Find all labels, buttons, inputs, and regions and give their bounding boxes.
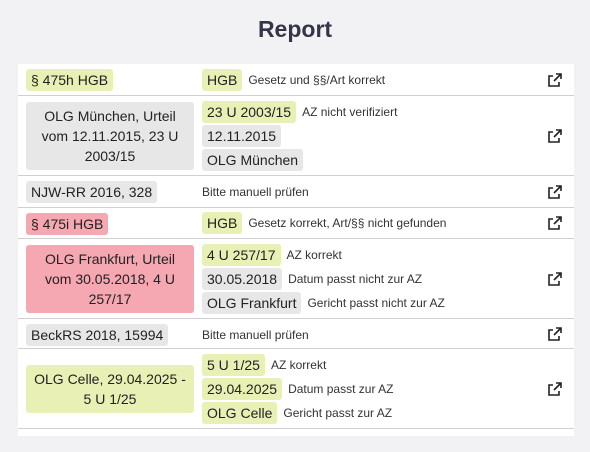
check-line: HGB Gesetz korrekt, Art/§§ nicht gefunde…	[202, 211, 446, 235]
match-tag: 12.11.2015	[202, 125, 282, 147]
report-list: § 475h HGB HGB Gesetz und §§/Art korrekt…	[18, 64, 574, 436]
match-tag: OLG Celle	[202, 402, 278, 424]
check-note: Gesetz korrekt, Art/§§ nicht gefunden	[248, 216, 447, 230]
check-line: 12.11.2015	[202, 124, 397, 148]
manual-check-note: Bitte manuell prüfen	[202, 328, 309, 342]
report-row: OLG Celle, 29.04.2025 - 5 U 1/25 5 U 1/2…	[18, 349, 574, 429]
external-link-icon[interactable]	[548, 185, 562, 199]
check-line: OLG Celle Gericht passt zur AZ	[202, 401, 393, 425]
check-line: 5 U 1/25 AZ korrekt	[202, 353, 393, 377]
report-row: OLG Frankfurt, Urteil vom 30.05.2018, 4 …	[18, 239, 574, 319]
external-link-icon[interactable]	[548, 272, 562, 286]
check-note: Gericht passt nicht zur AZ	[307, 296, 445, 310]
check-note: Datum passt nicht zur AZ	[288, 272, 423, 286]
match-tag: HGB	[202, 69, 243, 91]
check-line: 4 U 257/17 AZ korrekt	[202, 243, 445, 267]
match-tag: 23 U 2003/15	[202, 101, 297, 123]
match-tag: HGB	[202, 212, 243, 234]
check-line: OLG München	[202, 148, 397, 172]
report-row: OLG München, Urteil vom 12.11.2015, 23 U…	[18, 96, 574, 176]
page-title: Report	[257, 16, 333, 42]
check-note: AZ korrekt	[286, 248, 342, 262]
external-link-icon[interactable]	[548, 216, 562, 230]
match-tag: 29.04.2025	[202, 378, 283, 400]
match-tag: OLG Frankfurt	[202, 292, 302, 314]
external-link-icon[interactable]	[548, 73, 562, 87]
external-link-icon[interactable]	[548, 382, 562, 396]
report-row: § 475h HGB HGB Gesetz und §§/Art korrekt	[18, 64, 574, 96]
citation-tag: OLG Frankfurt, Urteil vom 30.05.2018, 4 …	[26, 245, 194, 313]
manual-check-note: Bitte manuell prüfen	[202, 185, 309, 199]
match-tag: 5 U 1/25	[202, 354, 265, 376]
citation-tag: § 475i HGB	[26, 213, 109, 235]
check-line: 30.05.2018 Datum passt nicht zur AZ	[202, 267, 445, 291]
report-row: NJW-RR 2016, 328 Bitte manuell prüfen	[18, 176, 574, 208]
match-tag: 4 U 257/17	[202, 244, 281, 266]
external-link-icon[interactable]	[548, 129, 562, 143]
external-link-icon[interactable]	[548, 327, 562, 341]
citation-tag: BeckRS 2018, 15994	[26, 324, 169, 346]
check-note: Gericht passt zur AZ	[283, 406, 393, 420]
citation-tag: § 475h HGB	[26, 69, 114, 91]
check-line: OLG Frankfurt Gericht passt nicht zur AZ	[202, 291, 445, 315]
check-line: HGB Gesetz und §§/Art korrekt	[202, 68, 385, 92]
check-line: 23 U 2003/15 AZ nicht verifiziert	[202, 100, 397, 124]
check-note: Gesetz und §§/Art korrekt	[248, 73, 386, 87]
check-line: 29.04.2025 Datum passt zur AZ	[202, 377, 393, 401]
match-tag: OLG München	[202, 149, 304, 171]
check-note: Datum passt zur AZ	[288, 382, 394, 396]
citation-tag: OLG München, Urteil vom 12.11.2015, 23 U…	[26, 102, 194, 170]
citation-tag: OLG Celle, 29.04.2025 - 5 U 1/25	[26, 365, 194, 413]
report-row: § 475i HGB HGB Gesetz korrekt, Art/§§ ni…	[18, 208, 574, 239]
match-tag: 30.05.2018	[202, 268, 283, 290]
check-note: AZ nicht verifiziert	[302, 105, 398, 119]
citation-tag: NJW-RR 2016, 328	[26, 181, 158, 203]
report-row: BeckRS 2018, 15994 Bitte manuell prüfen	[18, 319, 574, 349]
check-note: AZ korrekt	[270, 358, 327, 372]
